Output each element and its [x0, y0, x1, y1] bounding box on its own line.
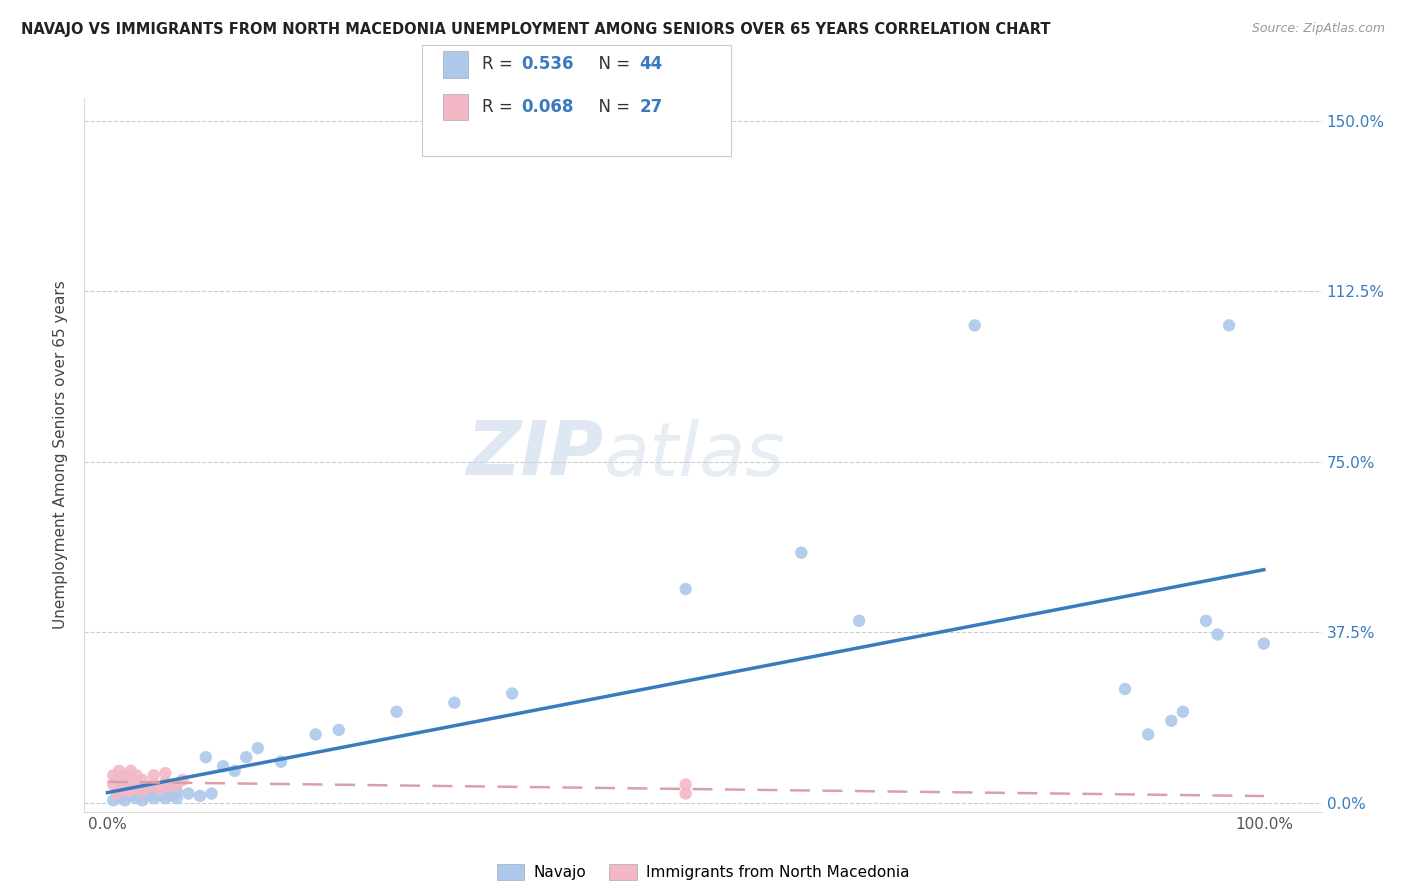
Point [1253, 636, 1275, 650]
Point [120, 784, 142, 798]
Point [224, 764, 246, 778]
Text: atlas: atlas [605, 419, 786, 491]
Text: Source: ZipAtlas.com: Source: ZipAtlas.com [1251, 22, 1385, 36]
Point [155, 775, 177, 789]
Point [108, 787, 131, 801]
Point [501, 687, 523, 701]
Text: 27: 27 [640, 98, 664, 116]
Text: ZIP: ZIP [467, 418, 605, 491]
Point [212, 759, 235, 773]
Point [148, 782, 170, 797]
Point [172, 772, 194, 787]
Point [155, 766, 177, 780]
Point [1137, 727, 1160, 741]
Point [304, 727, 326, 741]
Text: R =: R = [482, 55, 519, 73]
Point [675, 777, 697, 791]
Point [1171, 705, 1194, 719]
Point [142, 768, 165, 782]
Y-axis label: Unemployment Among Seniors over 65 years: Unemployment Among Seniors over 65 years [53, 281, 69, 629]
Point [328, 723, 350, 737]
Point [188, 789, 211, 803]
Point [125, 777, 148, 791]
Point [1160, 714, 1182, 728]
Point [160, 780, 183, 794]
Point [166, 791, 188, 805]
Legend: Navajo, Immigrants from North Macedonia: Navajo, Immigrants from North Macedonia [491, 858, 915, 886]
Point [108, 791, 131, 805]
Text: 0.536: 0.536 [522, 55, 574, 73]
Point [148, 789, 170, 803]
Point [142, 787, 165, 801]
Point [963, 318, 986, 333]
Point [114, 777, 136, 791]
Text: N =: N = [588, 98, 636, 116]
Point [131, 784, 153, 798]
Point [125, 791, 148, 805]
Point [120, 789, 142, 803]
Point [155, 791, 177, 805]
Point [155, 787, 177, 801]
Point [131, 772, 153, 787]
Point [166, 777, 188, 791]
Point [120, 772, 142, 787]
Point [200, 787, 222, 801]
Point [131, 793, 153, 807]
Point [1195, 614, 1218, 628]
Point [108, 772, 131, 787]
Point [108, 764, 131, 778]
Point [136, 780, 159, 794]
Point [142, 777, 165, 791]
Point [194, 750, 217, 764]
Text: 0.068: 0.068 [522, 98, 574, 116]
Point [125, 768, 148, 782]
Point [160, 789, 183, 803]
Point [122, 782, 145, 797]
Point [443, 696, 465, 710]
Point [103, 768, 125, 782]
Point [177, 787, 200, 801]
Point [120, 764, 142, 778]
Point [790, 546, 813, 560]
Point [1114, 681, 1136, 696]
Point [142, 791, 165, 805]
Point [110, 782, 132, 797]
Point [848, 614, 870, 628]
Point [105, 787, 128, 801]
Point [117, 784, 139, 798]
Point [136, 789, 159, 803]
Text: R =: R = [482, 98, 519, 116]
Point [385, 705, 408, 719]
Point [131, 787, 153, 801]
Point [675, 787, 697, 801]
Point [166, 784, 188, 798]
Text: N =: N = [588, 55, 636, 73]
Point [103, 793, 125, 807]
Point [246, 741, 269, 756]
Point [114, 793, 136, 807]
Point [1218, 318, 1240, 333]
Text: NAVAJO VS IMMIGRANTS FROM NORTH MACEDONIA UNEMPLOYMENT AMONG SENIORS OVER 65 YEA: NAVAJO VS IMMIGRANTS FROM NORTH MACEDONI… [21, 22, 1050, 37]
Point [1206, 627, 1229, 641]
Point [114, 768, 136, 782]
Point [270, 755, 292, 769]
Text: 44: 44 [640, 55, 664, 73]
Point [235, 750, 257, 764]
Point [103, 777, 125, 791]
Point [675, 582, 697, 596]
